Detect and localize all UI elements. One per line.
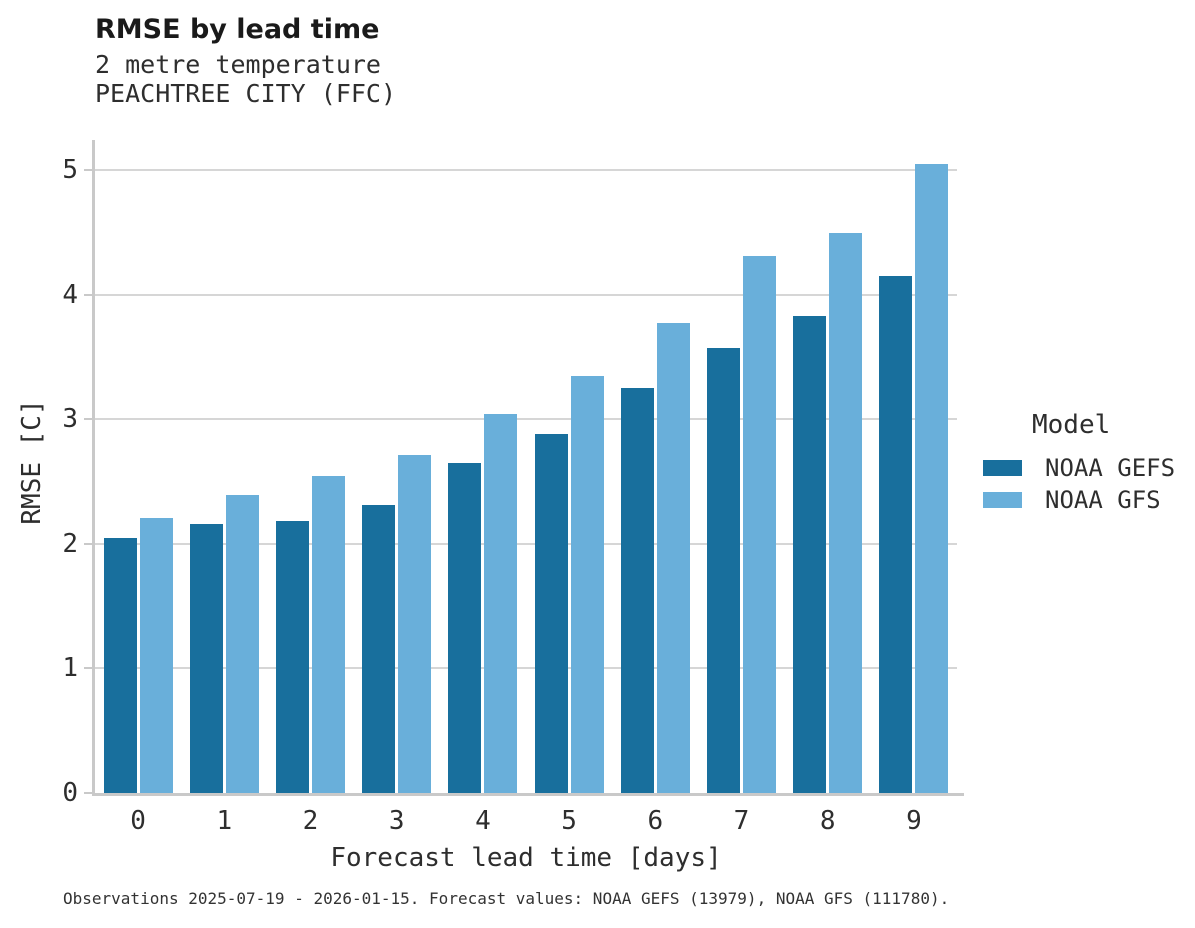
bar-noaa-gefs-lead-7: [707, 348, 740, 793]
y-tick-mark-3: [84, 418, 92, 421]
y-tick-mark-0: [84, 792, 92, 794]
y-axis-line: [92, 140, 95, 796]
bar-noaa-gfs-lead-9: [915, 163, 949, 793]
bar-noaa-gfs-lead-8: [829, 233, 863, 793]
legend-item-noaa-gefs: NOAA GEFS: [983, 452, 1175, 484]
bar-noaa-gfs-lead-5: [570, 375, 604, 793]
y-tick-label-1: 1: [62, 653, 78, 684]
chart-subtitle-variable: 2 metre temperature: [95, 50, 381, 79]
x-tick-label-5: 5: [561, 806, 577, 836]
bar-noaa-gefs-lead-8: [793, 315, 827, 793]
legend-swatch-noaa-gfs: [983, 492, 1022, 508]
bar-noaa-gfs-lead-7: [743, 255, 776, 793]
y-tick-label-4: 4: [62, 279, 78, 310]
bar-noaa-gefs-lead-5: [534, 434, 568, 793]
x-tick-label-6: 6: [647, 806, 664, 836]
legend-item-noaa-gfs: NOAA GFS: [983, 484, 1175, 516]
x-tick-label-1: 1: [216, 806, 233, 836]
legend: Model NOAA GEFS NOAA GFS: [983, 410, 1175, 516]
gridline-y-4: [95, 293, 957, 296]
bar-noaa-gefs-lead-6: [620, 388, 654, 793]
legend-title: Model: [1032, 410, 1111, 440]
plot-area: [95, 140, 957, 793]
bar-noaa-gfs-lead-1: [225, 495, 259, 793]
x-axis-label: Forecast lead time [days]: [330, 843, 722, 873]
bar-noaa-gefs-lead-2: [276, 521, 309, 793]
bar-noaa-gefs-lead-0: [103, 537, 137, 793]
y-tick-mark-4: [84, 293, 92, 296]
bar-noaa-gfs-lead-3: [398, 455, 432, 793]
x-tick-label-8: 8: [819, 806, 836, 836]
bar-noaa-gfs-lead-0: [139, 517, 173, 793]
y-tick-label-5: 5: [62, 154, 78, 185]
legend-label: NOAA GEFS: [1045, 454, 1176, 482]
legend-rows: NOAA GEFS NOAA GFS: [983, 452, 1175, 516]
bar-noaa-gfs-lead-2: [312, 476, 345, 793]
legend-label: NOAA GFS: [1045, 486, 1161, 514]
x-tick-label-3: 3: [388, 806, 405, 836]
x-tick-label-9: 9: [906, 806, 922, 836]
y-tick-mark-5: [84, 168, 92, 171]
legend-swatch-noaa-gefs: [983, 460, 1022, 476]
gridline-y-1: [95, 667, 957, 670]
bar-noaa-gefs-lead-9: [879, 275, 913, 793]
y-tick-mark-2: [84, 542, 92, 545]
gridline-y-2: [95, 542, 957, 545]
x-tick-label-2: 2: [302, 806, 319, 836]
x-tick-label-0: 0: [130, 806, 146, 836]
bar-noaa-gefs-lead-4: [448, 462, 482, 793]
y-tick-label-3: 3: [62, 404, 78, 435]
chart-title: RMSE by lead time: [95, 14, 380, 45]
y-tick-mark-1: [84, 667, 92, 670]
chart-caption: Observations 2025-07-19 - 2026-01-15. Fo…: [63, 889, 950, 908]
x-tick-label-7: 7: [733, 806, 750, 836]
bar-noaa-gefs-lead-1: [189, 523, 223, 793]
bar-noaa-gfs-lead-4: [484, 414, 518, 793]
bar-noaa-gfs-lead-6: [656, 323, 690, 793]
y-tick-label-0: 0: [62, 778, 78, 808]
chart-subtitle-station: PEACHTREE CITY (FFC): [95, 79, 397, 108]
y-tick-label-2: 2: [62, 528, 78, 559]
gridline-y-5: [95, 168, 957, 171]
bar-noaa-gefs-lead-3: [362, 505, 396, 793]
x-tick-label-4: 4: [475, 806, 491, 836]
gridline-y-3: [95, 418, 957, 421]
x-axis-line: [92, 793, 964, 796]
